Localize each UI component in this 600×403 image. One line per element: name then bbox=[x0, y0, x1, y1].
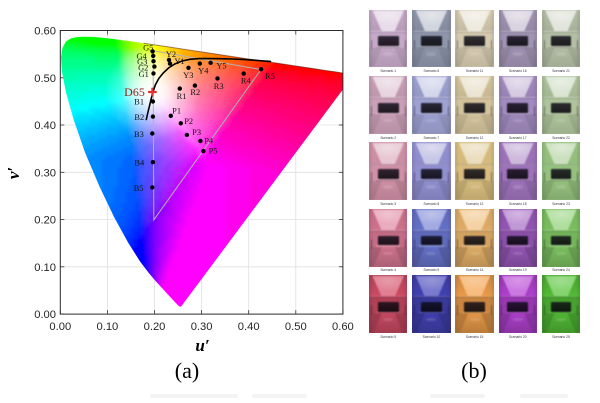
svg-text:B3: B3 bbox=[134, 130, 144, 139]
svg-text:0.00: 0.00 bbox=[49, 321, 71, 333]
svg-text:0.40: 0.40 bbox=[238, 321, 260, 333]
svg-text:0.10: 0.10 bbox=[34, 262, 56, 274]
svg-text:P2: P2 bbox=[184, 117, 193, 126]
svg-text:G2: G2 bbox=[138, 63, 148, 72]
svg-text:G1: G1 bbox=[139, 70, 149, 79]
svg-text:(a): (a) bbox=[175, 358, 199, 383]
svg-text:B4: B4 bbox=[134, 159, 145, 168]
svg-text:0.00: 0.00 bbox=[34, 309, 56, 321]
svg-text:0.50: 0.50 bbox=[285, 321, 307, 333]
svg-text:0.20: 0.20 bbox=[144, 321, 166, 333]
svg-text:P1: P1 bbox=[172, 106, 181, 115]
svg-text:B5: B5 bbox=[134, 184, 144, 193]
svg-text:0.50: 0.50 bbox=[34, 73, 56, 85]
svg-text:Y2: Y2 bbox=[166, 50, 176, 59]
svg-text:(b): (b) bbox=[461, 358, 487, 383]
svg-text:R3: R3 bbox=[214, 82, 224, 91]
svg-text:Y1: Y1 bbox=[174, 57, 184, 66]
svg-text:R5: R5 bbox=[265, 72, 275, 81]
svg-text:B2: B2 bbox=[134, 113, 144, 122]
svg-text:B1: B1 bbox=[134, 98, 144, 107]
svg-text:Y4: Y4 bbox=[198, 67, 209, 76]
svg-text:G5: G5 bbox=[143, 44, 153, 53]
svg-text:R4: R4 bbox=[241, 76, 252, 85]
svg-text:0.40: 0.40 bbox=[34, 120, 56, 132]
svg-text:v′: v′ bbox=[4, 167, 23, 179]
svg-text:0.10: 0.10 bbox=[97, 321, 119, 333]
svg-text:u′: u′ bbox=[195, 336, 209, 355]
svg-text:Y5: Y5 bbox=[216, 62, 226, 71]
svg-text:G3: G3 bbox=[137, 58, 147, 67]
svg-text:0.60: 0.60 bbox=[34, 26, 56, 38]
svg-text:Y3: Y3 bbox=[183, 71, 193, 80]
svg-text:P4: P4 bbox=[204, 137, 214, 146]
svg-text:R1: R1 bbox=[177, 92, 187, 101]
svg-text:R2: R2 bbox=[190, 88, 200, 97]
svg-text:G4: G4 bbox=[136, 52, 147, 61]
svg-text:P3: P3 bbox=[192, 128, 201, 137]
svg-text:D65: D65 bbox=[124, 85, 145, 99]
svg-text:0.60: 0.60 bbox=[332, 321, 354, 333]
svg-text:0.30: 0.30 bbox=[191, 321, 213, 333]
svg-text:P5: P5 bbox=[209, 147, 218, 156]
svg-text:0.20: 0.20 bbox=[34, 215, 56, 227]
svg-text:0.30: 0.30 bbox=[34, 167, 56, 179]
